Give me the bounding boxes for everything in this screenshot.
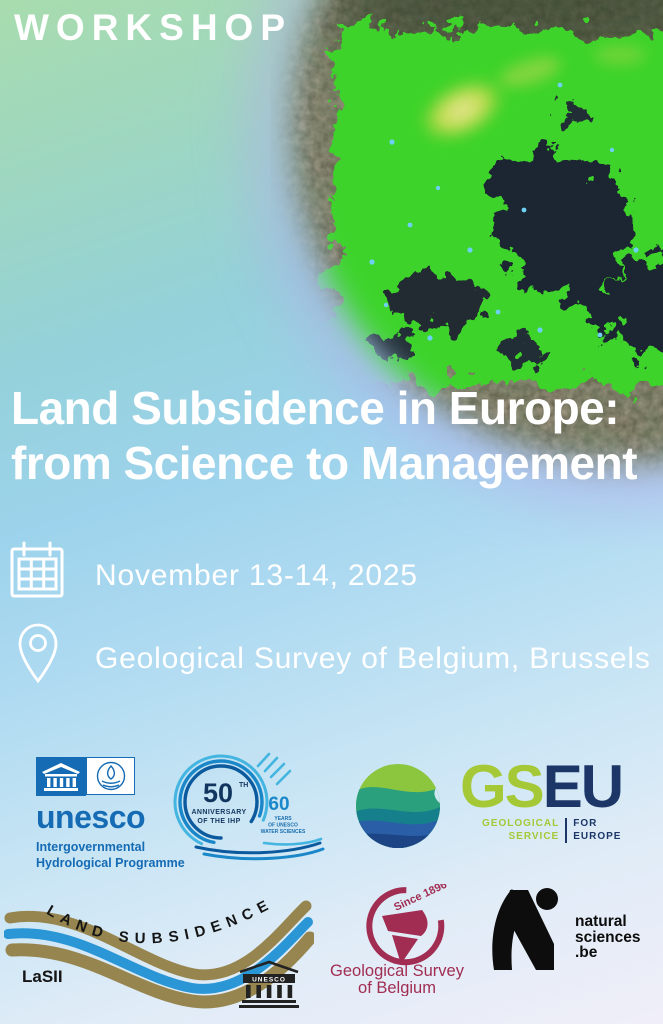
ihp-50th-anniversary-logo: 50 TH ANNIVERSARY OF THE IHP 60 YEARS OF… bbox=[173, 752, 325, 861]
natural-sciences-text: natural sciences .be bbox=[575, 913, 641, 961]
insar-satellite-map bbox=[0, 0, 663, 548]
ihp-program-name: Intergovernmental Hydrological Programme bbox=[36, 840, 185, 871]
unesco-emblem-squares bbox=[36, 757, 196, 796]
gsb-name-line1: Geological Survey bbox=[330, 962, 465, 980]
gseu-logo: GSEU GEOLOGICAL SERVICE FOR EUROPE bbox=[460, 757, 645, 843]
event-date: November 13-14, 2025 bbox=[95, 559, 418, 592]
event-venue: Geological Survey of Belgium, Brussels bbox=[95, 642, 651, 675]
eurogeosurveys-globe-logo bbox=[356, 764, 440, 848]
svg-text:UNESCO: UNESCO bbox=[252, 977, 286, 984]
svg-text:ANNIVERSARY: ANNIVERSARY bbox=[191, 809, 246, 816]
gsb-name-line2: of Belgium bbox=[358, 979, 436, 996]
ihp50-ordinal: TH bbox=[239, 782, 248, 789]
calendar-icon bbox=[10, 541, 64, 598]
unesco-wordmark: unesco bbox=[36, 799, 146, 835]
svg-text:OF UNESCO: OF UNESCO bbox=[268, 823, 298, 829]
natural-sciences-logo: natural sciences .be bbox=[488, 886, 641, 972]
title-line-2: from Science to Management bbox=[11, 437, 638, 489]
gsb-logo: Since 1896 Geological Survey of Belgium bbox=[330, 884, 465, 996]
location-pin-icon bbox=[18, 623, 58, 684]
svg-text:YEARS: YEARS bbox=[274, 816, 292, 822]
svg-text:OF THE IHP: OF THE IHP bbox=[197, 818, 240, 825]
lasii-acronym: LaSII bbox=[22, 967, 63, 986]
poster-kicker: WORKSHOP bbox=[14, 7, 292, 48]
gseu-gs: GS bbox=[460, 753, 545, 820]
gsb-circle-arc bbox=[366, 887, 445, 966]
insar-yellow-anomaly bbox=[421, 79, 503, 141]
poster-title: Land Subsidence in Europe: from Science … bbox=[11, 381, 661, 491]
natural-sciences-n-icon bbox=[492, 888, 558, 970]
ihp-water-emblem-icon bbox=[86, 757, 135, 795]
gsb-hammer-icon bbox=[382, 910, 428, 964]
lasii-unesco-temple-icon: UNESCO bbox=[239, 960, 299, 1008]
map-dark-patches bbox=[372, 101, 663, 364]
ihp50-side-number: 60 bbox=[268, 794, 289, 815]
ihp50-number: 50 bbox=[203, 778, 233, 808]
unesco-ihp-logo: unesco Intergovernmental Hydrological Pr… bbox=[36, 757, 196, 872]
gseu-eu: EU bbox=[542, 753, 624, 820]
title-line-1: Land Subsidence in Europe: bbox=[11, 382, 620, 434]
gseu-caption-divider bbox=[565, 818, 568, 843]
gseu-wordmark: GSEU bbox=[460, 757, 645, 817]
svg-text:WATER SCIENCES: WATER SCIENCES bbox=[261, 829, 306, 835]
unesco-temple-icon bbox=[36, 757, 86, 796]
lasii-logo: LAND SUBSIDENCE LaSII UNESCO bbox=[4, 895, 314, 1009]
insar-cyan-points bbox=[0, 82, 639, 341]
gseu-caption: GEOLOGICAL SERVICE FOR EUROPE bbox=[482, 818, 622, 843]
